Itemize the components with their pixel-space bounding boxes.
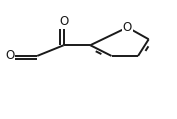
- Text: O: O: [5, 49, 14, 62]
- Text: O: O: [59, 15, 68, 28]
- Text: O: O: [123, 21, 132, 34]
